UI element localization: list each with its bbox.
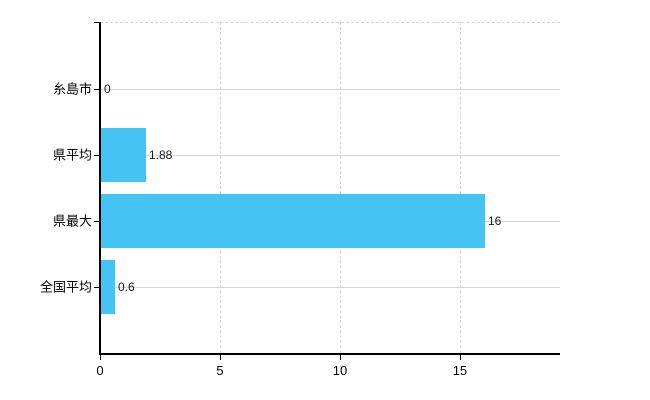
y-axis-line [99, 22, 101, 354]
value-label: 0.6 [118, 280, 135, 294]
value-label: 1.88 [149, 148, 173, 162]
value-label: 16 [488, 214, 502, 228]
horizontal-gridline [100, 89, 560, 90]
x-axis-tick-label: 5 [216, 363, 224, 378]
plot-top-border [100, 22, 560, 23]
x-axis-tick [459, 355, 461, 360]
y-axis-tick [94, 221, 100, 222]
vertical-gridline [339, 22, 341, 353]
value-label: 0 [104, 82, 111, 96]
category-label: 県平均 [52, 147, 92, 163]
category-label: 糸島市 [52, 81, 92, 97]
y-axis-tick [94, 155, 100, 156]
bar [101, 194, 485, 248]
x-axis-tick-label: 15 [452, 363, 468, 378]
vertical-gridline [459, 22, 461, 353]
x-axis-tick-label: 10 [332, 363, 348, 378]
x-axis-tick [219, 355, 221, 360]
x-axis-tick-label: 0 [96, 363, 104, 378]
vertical-gridline [219, 22, 221, 353]
category-label: 全国平均 [39, 279, 92, 295]
x-axis-line [99, 353, 560, 355]
horizontal-gridline [100, 155, 560, 156]
y-axis-tick [94, 89, 100, 90]
bar [101, 260, 115, 314]
horizontal-gridline [100, 287, 560, 288]
category-label: 県最大 [52, 213, 92, 229]
bar [101, 128, 146, 182]
x-axis-tick [339, 355, 341, 360]
x-axis-tick [100, 355, 101, 360]
y-axis-top-tick [94, 22, 100, 23]
y-axis-tick [94, 287, 100, 288]
